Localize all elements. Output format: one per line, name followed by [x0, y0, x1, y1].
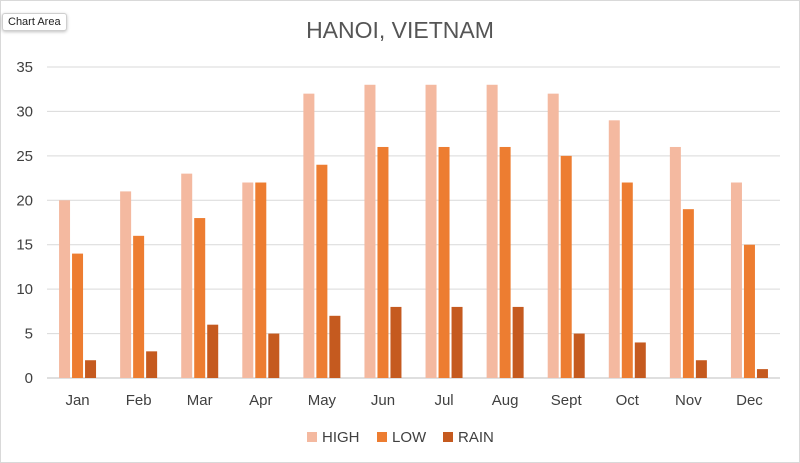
y-tick-label: 0 [25, 370, 33, 387]
bar-low-jul[interactable] [438, 146, 450, 378]
x-tick-label: Jul [434, 392, 453, 409]
y-tick-label: 5 [25, 326, 33, 343]
x-axis: Jan Feb Mar Apr May Jun Jul Aug Sept Oct Nov Dec [65, 392, 763, 409]
bar-rain-jun[interactable] [390, 306, 402, 378]
chart-area-tooltip: Chart Area [2, 13, 67, 31]
bar-rain-feb[interactable] [146, 351, 158, 378]
x-tick-label: Nov [675, 392, 702, 409]
bar-high-oct[interactable] [608, 120, 620, 379]
x-tick-label: Oct [616, 392, 640, 409]
bar-low-may[interactable] [316, 164, 328, 378]
bar-low-aug[interactable] [499, 146, 511, 378]
bar-rain-dec[interactable] [756, 369, 768, 378]
bar-rain-aug[interactable] [512, 306, 524, 378]
bar-rain-oct[interactable] [634, 342, 646, 378]
y-tick-label: 35 [16, 59, 33, 76]
x-tick-label: Dec [736, 392, 763, 409]
bar-low-feb[interactable] [133, 235, 145, 378]
bar-low-mar[interactable] [194, 218, 206, 378]
x-tick-label: Apr [249, 392, 272, 409]
bar-low-nov[interactable] [682, 209, 694, 378]
legend: HIGH LOW RAIN [307, 429, 494, 446]
bar-high-jan[interactable] [59, 200, 71, 378]
legend-label-low: LOW [392, 429, 427, 446]
bar-rain-sept[interactable] [573, 333, 585, 378]
bar-high-sept[interactable] [547, 93, 559, 379]
y-tick-label: 15 [16, 237, 33, 254]
gridlines [47, 66, 780, 379]
x-tick-label: Feb [126, 392, 152, 409]
y-tick-label: 10 [16, 281, 33, 298]
bar-rain-jul[interactable] [451, 306, 463, 378]
legend-swatch-rain [443, 432, 453, 442]
bar-rain-mar[interactable] [207, 324, 219, 378]
bar-high-may[interactable] [303, 93, 315, 379]
bar-low-apr[interactable] [255, 182, 267, 378]
bar-low-dec[interactable] [743, 244, 755, 378]
bar-high-jun[interactable] [364, 84, 376, 379]
y-tick-label: 25 [16, 148, 33, 165]
bar-low-jun[interactable] [377, 146, 389, 378]
legend-label-high: HIGH [322, 429, 360, 446]
y-axis: 0 5 10 15 20 25 30 35 [16, 59, 33, 387]
chart-title: HANOI, VIETNAM [306, 17, 494, 43]
bar-rain-nov[interactable] [695, 360, 707, 378]
x-tick-label: Aug [492, 392, 519, 409]
legend-label-rain: RAIN [458, 429, 494, 446]
y-tick-label: 20 [16, 192, 33, 209]
x-tick-label: Mar [187, 392, 213, 409]
bar-high-mar[interactable] [181, 173, 193, 378]
bar-high-feb[interactable] [120, 191, 132, 378]
bar-high-nov[interactable] [669, 146, 681, 378]
x-tick-label: Jun [371, 392, 395, 409]
bar-rain-may[interactable] [329, 315, 341, 378]
y-tick-label: 30 [16, 103, 33, 120]
bar-high-apr[interactable] [242, 182, 254, 378]
bar-rain-apr[interactable] [268, 333, 280, 378]
bar-low-oct[interactable] [621, 182, 633, 378]
bar-low-jan[interactable] [72, 253, 84, 378]
x-tick-label: Jan [65, 392, 89, 409]
plot-area [59, 84, 768, 379]
bar-high-jul[interactable] [425, 84, 437, 379]
x-tick-label: May [308, 392, 337, 409]
bar-rain-jan[interactable] [85, 360, 97, 378]
legend-swatch-low [377, 432, 387, 442]
bar-low-sept[interactable] [560, 155, 572, 378]
bar-high-aug[interactable] [486, 84, 498, 379]
legend-swatch-high [307, 432, 317, 442]
bar-high-dec[interactable] [730, 182, 742, 378]
x-tick-label: Sept [551, 392, 583, 409]
